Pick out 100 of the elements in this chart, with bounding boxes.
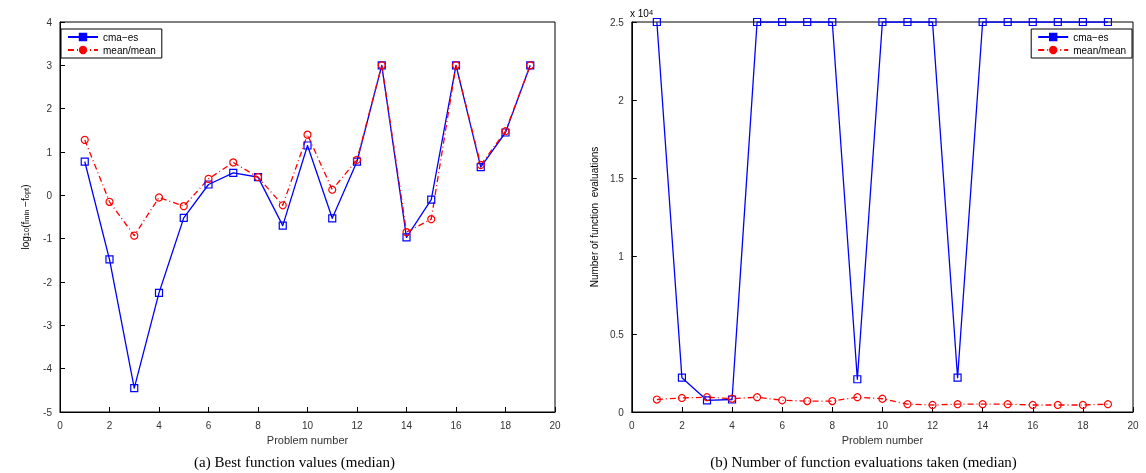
point <box>204 180 213 189</box>
point <box>204 174 213 183</box>
y-tick-label: 3 <box>46 59 53 71</box>
x-tick-label: 16 <box>450 419 462 431</box>
point <box>1078 400 1087 410</box>
text: (b) Number of function evaluations taken (median) <box>710 453 1017 471</box>
point <box>978 17 987 27</box>
y-tick-label: 1 <box>618 250 625 262</box>
point <box>328 185 337 194</box>
x-tick-label: 14 <box>977 419 989 431</box>
point <box>828 17 837 27</box>
x-tick-label: 20 <box>549 419 561 431</box>
point <box>1103 400 1113 409</box>
point <box>278 201 287 210</box>
point <box>179 202 188 211</box>
x-tick-label: 20 <box>1127 419 1139 431</box>
point <box>229 168 238 177</box>
x-tick-label: 0 <box>57 419 64 431</box>
point <box>105 255 114 264</box>
x-tick-label: 16 <box>1027 419 1039 431</box>
point <box>652 17 661 27</box>
point <box>278 221 287 230</box>
point <box>303 141 312 150</box>
point <box>427 215 436 224</box>
point <box>1003 17 1012 27</box>
y-tick-label: 0.5 <box>609 328 625 340</box>
x-tick-label: 12 <box>351 419 363 431</box>
point <box>229 158 238 167</box>
point <box>1053 400 1062 410</box>
point <box>402 233 411 242</box>
x-tick-label: 8 <box>255 419 262 431</box>
point <box>778 17 787 27</box>
point <box>803 17 812 27</box>
x-tick-label: 6 <box>205 419 212 431</box>
x-tick-label: 14 <box>400 419 413 431</box>
point <box>105 197 114 206</box>
legend-label: mean/mean <box>1073 44 1126 56</box>
point <box>677 373 687 382</box>
legend-label: mean/mean <box>103 44 156 56</box>
point <box>803 396 812 406</box>
point <box>652 395 661 404</box>
point <box>328 214 337 223</box>
point <box>1078 17 1087 27</box>
x-tick-label: 12 <box>926 419 939 431</box>
x-tick-label: 18 <box>499 419 512 431</box>
point <box>130 384 139 393</box>
y-tick-label: 2.5 <box>609 16 625 28</box>
y-tick-label: 2 <box>46 103 53 115</box>
y-tick-label: 1.5 <box>609 172 625 184</box>
point <box>753 393 762 402</box>
y-tick-label: 0 <box>46 189 53 201</box>
point <box>130 231 139 240</box>
x-tick-label: 2 <box>679 419 686 431</box>
point <box>978 400 987 409</box>
x-tick-label: 0 <box>629 419 636 431</box>
point <box>828 396 837 406</box>
point <box>154 193 164 202</box>
point <box>179 213 188 222</box>
point <box>853 393 862 402</box>
point <box>953 400 962 409</box>
point <box>1003 400 1012 409</box>
y-axis-title: Number of function evaluations <box>588 146 600 288</box>
point <box>80 157 89 166</box>
x-axis-title: Problem number <box>841 434 924 447</box>
text: (a) Best function values (median) <box>194 453 395 471</box>
y-tick-label: -4 <box>43 363 53 375</box>
point <box>303 130 312 139</box>
point <box>1028 400 1037 410</box>
point <box>928 17 937 27</box>
y-tick-label: 0 <box>618 406 625 418</box>
x-tick-label: 10 <box>876 419 889 431</box>
x-tick-label: 8 <box>829 419 836 431</box>
point <box>1053 17 1062 27</box>
legend-label: cma−es <box>103 31 139 43</box>
y-tick-label: 2 <box>618 94 625 106</box>
x-tick-label: 4 <box>729 419 736 431</box>
legend-label: cma−es <box>1073 31 1109 43</box>
point <box>878 17 887 27</box>
x-tick-label: 6 <box>779 419 786 431</box>
y-tick-label: 4 <box>46 16 53 28</box>
point <box>1103 17 1113 27</box>
x-tick-label: 4 <box>156 419 163 431</box>
point <box>903 400 912 409</box>
point <box>878 394 887 403</box>
point <box>928 400 937 410</box>
y-tick-label: -3 <box>43 319 53 331</box>
point <box>853 375 862 384</box>
y-tick-label: 1 <box>46 146 53 158</box>
point <box>154 288 164 297</box>
point <box>953 373 962 382</box>
y-tick-label: -5 <box>43 406 53 418</box>
point <box>677 393 687 403</box>
point <box>778 396 787 405</box>
x-tick-label: 10 <box>301 419 314 431</box>
point <box>753 17 762 27</box>
point <box>903 17 912 27</box>
point <box>402 228 411 237</box>
x-tick-label: 2 <box>106 419 113 431</box>
point <box>1028 17 1037 27</box>
point <box>427 195 436 204</box>
